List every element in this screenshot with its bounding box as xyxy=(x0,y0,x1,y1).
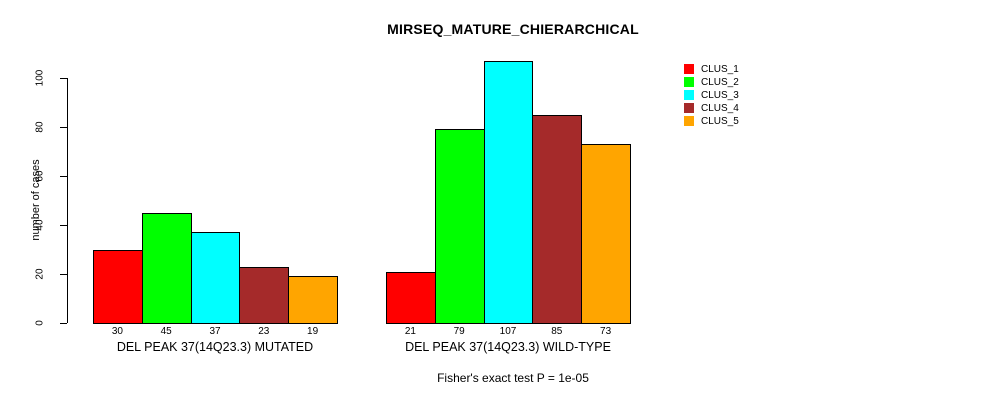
y-axis-label: number of cases xyxy=(30,159,42,241)
y-tick-label: 40 xyxy=(34,219,46,231)
y-tick-mark xyxy=(60,176,67,177)
y-axis-line xyxy=(67,78,68,323)
bar-value-label: 79 xyxy=(453,326,465,337)
legend-label: CLUS_3 xyxy=(701,89,739,101)
legend-swatch-icon xyxy=(684,103,694,114)
bar-clus_3-group1 xyxy=(190,232,241,324)
legend-label: CLUS_4 xyxy=(701,102,739,114)
legend-item-clus_3: CLUS_3 xyxy=(684,89,739,102)
legend-label: CLUS_5 xyxy=(701,115,739,127)
legend-label: CLUS_2 xyxy=(701,76,739,88)
y-tick-mark xyxy=(60,127,67,128)
y-tick-mark xyxy=(60,323,67,324)
group-label: DEL PEAK 37(14Q23.3) WILD-TYPE xyxy=(405,340,611,354)
bar-value-label: 37 xyxy=(209,326,221,337)
bar-value-label: 23 xyxy=(258,326,270,337)
legend-item-clus_2: CLUS_2 xyxy=(684,76,739,89)
bar-value-label: 21 xyxy=(404,326,416,337)
bar-value-label: 73 xyxy=(600,326,612,337)
bar-clus_4-group1 xyxy=(239,266,290,324)
y-tick-label: 20 xyxy=(34,268,46,280)
legend-swatch-icon xyxy=(684,90,694,101)
y-tick-label: 100 xyxy=(34,69,46,87)
bar-clus_2-group2 xyxy=(434,129,485,324)
legend-item-clus_1: CLUS_1 xyxy=(684,63,739,76)
bar-clus_4-group2 xyxy=(532,114,583,324)
y-tick-label: 80 xyxy=(34,121,46,133)
y-tick-mark xyxy=(60,274,67,275)
bar-clus_3-group2 xyxy=(483,60,534,324)
y-tick-label: 0 xyxy=(34,320,46,326)
bar-value-label: 19 xyxy=(307,326,319,337)
legend: CLUS_1 CLUS_2 CLUS_3 CLUS_4 CLUS_5 xyxy=(684,63,739,127)
y-tick-mark xyxy=(60,78,67,79)
bar-clus_1-group1 xyxy=(93,249,143,324)
legend-swatch-icon xyxy=(684,64,694,75)
y-tick-label: 60 xyxy=(34,170,46,182)
bar-clus_1-group2 xyxy=(386,271,436,324)
legend-item-clus_4: CLUS_4 xyxy=(684,102,739,115)
bar-value-label: 107 xyxy=(499,326,517,337)
bar-value-label: 30 xyxy=(111,326,123,337)
bar-clus_5-group2 xyxy=(581,144,631,324)
legend-item-clus_5: CLUS_5 xyxy=(684,115,739,128)
legend-label: CLUS_1 xyxy=(701,63,739,75)
legend-swatch-icon xyxy=(684,116,694,126)
bar-value-label: 85 xyxy=(551,326,563,337)
bar-value-label: 45 xyxy=(160,326,172,337)
bar-clus_2-group1 xyxy=(141,212,192,324)
annotation-text: Fisher's exact test P = 1e-05 xyxy=(437,371,589,385)
legend-swatch-icon xyxy=(684,77,694,88)
chart-title: MIRSEQ_MATURE_CHIERARCHICAL xyxy=(387,21,639,37)
group-label: DEL PEAK 37(14Q23.3) MUTATED xyxy=(116,340,314,354)
y-tick-mark xyxy=(60,225,67,226)
bar-clus_5-group1 xyxy=(288,276,338,324)
